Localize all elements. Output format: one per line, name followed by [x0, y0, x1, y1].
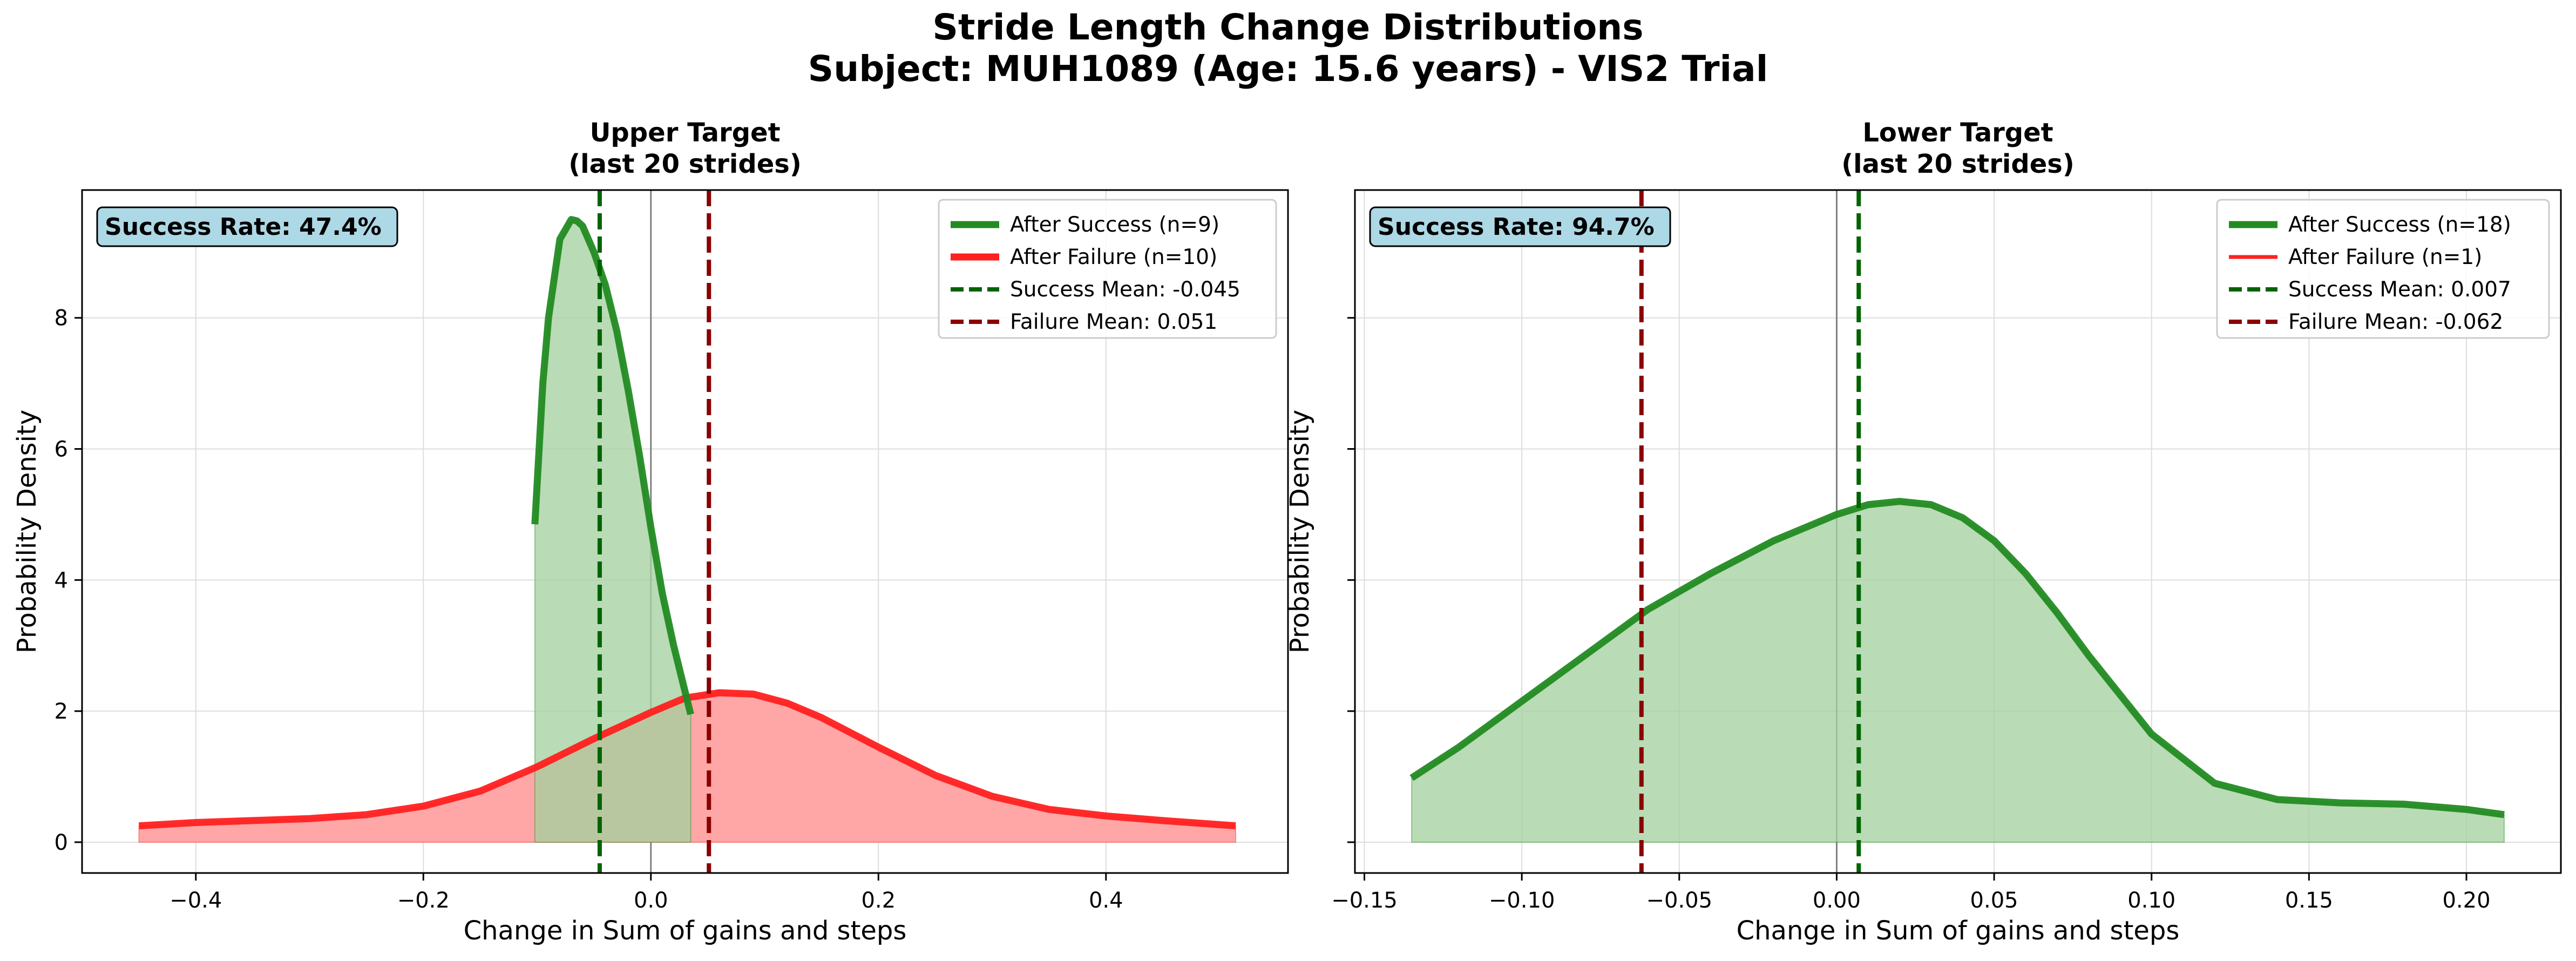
- figure-title: Stride Length Change Distributions: [932, 6, 1643, 48]
- legend-box: [2216, 199, 2550, 339]
- success-rate-text: Success Rate: 47.4%: [105, 213, 382, 241]
- success-rate-badge: [96, 206, 398, 247]
- x-tick-label: 0.15: [2285, 888, 2333, 913]
- lower-target-panel: −0.15 −0.10 −0.05 0.00 0.05 0.10 0.15 0.20 Lower…: [1285, 118, 2562, 946]
- plot-area: [1409, 190, 2505, 873]
- success-density-curve: [1409, 498, 2505, 818]
- x-tick-label: 0.20: [2442, 888, 2490, 913]
- y-tick-label: 2: [55, 699, 68, 724]
- x-tick-label: 0.4: [1089, 888, 1123, 913]
- y-axis-label: Probability Density: [12, 410, 42, 653]
- x-tick-label: −0.05: [1646, 888, 1712, 913]
- legend-label: Success Mean: 0.007: [2288, 278, 2511, 302]
- legend-label: After Failure (n=1): [2288, 245, 2482, 269]
- success-rate-badge: [1369, 206, 1671, 247]
- x-tick-label: −0.2: [397, 888, 450, 913]
- x-tick-label: 0.2: [861, 888, 896, 913]
- legend-label: After Failure (n=10): [1010, 245, 1217, 269]
- x-tick-label: −0.4: [170, 888, 222, 913]
- x-tick-label: −0.10: [1489, 888, 1555, 913]
- x-tick-label: 0.05: [1970, 888, 2018, 913]
- panel-title: Lower Target: [1862, 118, 2053, 148]
- plot-area: [138, 190, 1237, 873]
- y-axis-label: Probability Density: [1285, 410, 1315, 653]
- x-tick-label: 0.00: [1813, 888, 1861, 913]
- success-density-curve: [531, 216, 694, 715]
- y-tick-label: 8: [55, 306, 68, 331]
- y-tick-label: 6: [55, 437, 68, 462]
- upper-target-panel: −0.4 −0.2 0.0 0.2 0.4 0 2 4 6 8 Upper Target(last …: [12, 118, 1289, 946]
- legend-label: After Success (n=18): [2288, 213, 2511, 237]
- legend-box: [938, 199, 1277, 339]
- y-tick-label: 0: [55, 830, 68, 855]
- legend-label: Failure Mean: -0.062: [2288, 310, 2503, 334]
- x-axis-label: Change in Sum of gains and steps: [464, 916, 907, 946]
- axes-frame: [81, 189, 1289, 874]
- failure-density-curve: [139, 689, 1236, 830]
- figure-subtitle: Subject: MUH1089 (Age: 15.6 years) - VIS…: [808, 48, 1768, 90]
- x-tick-label: −0.15: [1331, 888, 1398, 913]
- legend-label: Success Mean: -0.045: [1010, 278, 1240, 302]
- panel-subtitle: (last 20 strides): [1841, 149, 2075, 179]
- panel-subtitle: (last 20 strides): [568, 149, 802, 179]
- panel-title: Upper Target: [589, 118, 780, 148]
- success-density-fill: [1411, 500, 2505, 843]
- axes-frame: [1354, 189, 2562, 874]
- y-tick-label: 4: [55, 568, 68, 593]
- x-tick-label: 0.10: [2127, 888, 2175, 913]
- legend-label: Failure Mean: 0.051: [1010, 310, 1217, 334]
- success-rate-text: Success Rate: 94.7%: [1378, 213, 1655, 241]
- legend-label: After Success (n=9): [1010, 213, 1219, 237]
- x-tick-label: 0.0: [634, 888, 668, 913]
- x-axis-label: Change in Sum of gains and steps: [1737, 916, 2180, 946]
